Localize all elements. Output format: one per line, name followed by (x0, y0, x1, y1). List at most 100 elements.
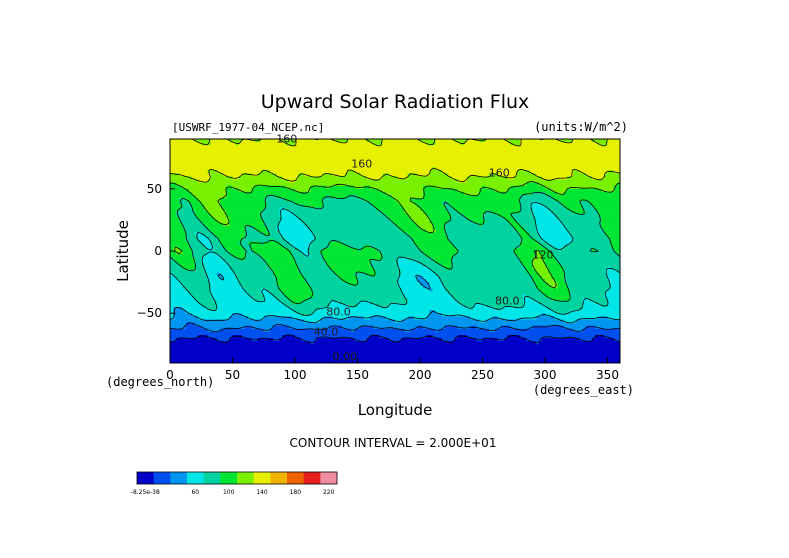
heatmap-cell (407, 229, 411, 233)
heatmap-cell (423, 226, 427, 230)
heatmap-cell (548, 219, 552, 224)
heatmap-cell (454, 232, 458, 236)
heatmap-cell (229, 216, 233, 221)
heatmap-cell (307, 170, 311, 174)
heatmap-cell (385, 201, 390, 205)
heatmap-cell (179, 238, 183, 243)
heatmap-cell (426, 210, 430, 215)
heatmap-cell (538, 226, 543, 230)
heatmap-cell (345, 142, 349, 146)
heatmap-cell (229, 241, 233, 246)
heatmap-cell (270, 167, 274, 171)
heatmap-cell (351, 201, 355, 205)
heatmap-cell (526, 142, 530, 146)
heatmap-cell (363, 185, 368, 190)
heatmap-cell (410, 213, 415, 218)
heatmap-cell (423, 157, 427, 162)
heatmap-cell (260, 195, 265, 199)
heatmap-cell (232, 142, 236, 146)
heatmap-cell (391, 201, 396, 205)
heatmap-cell (595, 176, 599, 180)
heatmap-cell (607, 142, 611, 146)
heatmap-cell (366, 160, 371, 165)
heatmap-cell (295, 204, 299, 208)
heatmap-cell (554, 185, 558, 190)
heatmap-cell (373, 229, 377, 233)
heatmap-cell (254, 201, 258, 205)
heatmap-cell (366, 229, 371, 233)
heatmap-cell (585, 173, 590, 177)
heatmap-cell (235, 210, 240, 215)
heatmap-cell (463, 154, 468, 159)
heatmap-cell (385, 204, 390, 208)
heatmap-cell (170, 182, 174, 187)
heatmap-cell (229, 195, 233, 199)
heatmap-cell (495, 167, 499, 171)
heatmap-cell (332, 151, 336, 155)
heatmap-cell (573, 216, 577, 221)
heatmap-cell (279, 235, 283, 239)
heatmap-cell (566, 195, 571, 199)
heatmap-cell (404, 195, 408, 199)
heatmap-cell (598, 235, 602, 239)
heatmap-cell (413, 244, 418, 249)
heatmap-cell (582, 241, 586, 246)
heatmap-cell (170, 238, 174, 243)
heatmap-cell (588, 173, 593, 177)
heatmap-cell (260, 182, 265, 187)
heatmap-cell (385, 226, 390, 230)
heatmap-cell (263, 148, 268, 152)
heatmap-cell (195, 148, 199, 152)
heatmap-cell (313, 139, 318, 143)
heatmap-cell (570, 167, 574, 171)
heatmap-cell (470, 173, 474, 177)
heatmap-cell (213, 229, 218, 233)
heatmap-cell (351, 210, 355, 215)
heatmap-cell (373, 207, 377, 211)
heatmap-cell (516, 139, 521, 143)
heatmap-cell (263, 232, 268, 236)
heatmap-cell (554, 160, 558, 165)
heatmap-cell (548, 139, 552, 143)
heatmap-cell (266, 154, 271, 159)
heatmap-cell (601, 145, 605, 149)
heatmap-cell (170, 173, 174, 177)
heatmap-cell (479, 195, 483, 199)
heatmap-cell (223, 145, 227, 149)
heatmap-cell (410, 216, 415, 221)
heatmap-cell (395, 160, 399, 165)
heatmap-cell (573, 182, 577, 187)
heatmap-cell (595, 210, 599, 215)
heatmap-cell (382, 142, 386, 146)
heatmap-cell (213, 195, 218, 199)
heatmap-cell (579, 204, 583, 208)
heatmap-cell (198, 170, 202, 174)
heatmap-cell (276, 232, 280, 236)
heatmap-cell (451, 213, 455, 218)
heatmap-cell (363, 241, 368, 246)
heatmap-cell (385, 198, 390, 202)
heatmap-cell (370, 207, 374, 211)
heatmap-cell (454, 173, 458, 177)
heatmap-cell (260, 216, 265, 221)
heatmap-cell (613, 154, 618, 159)
heatmap-cell (445, 139, 449, 143)
heatmap-cell (532, 145, 536, 149)
heatmap-cell (316, 163, 321, 168)
heatmap-cell (195, 173, 199, 177)
heatmap-cell (485, 235, 490, 239)
heatmap-cell (332, 145, 336, 149)
heatmap-cell (373, 216, 377, 221)
heatmap-cell (310, 176, 315, 180)
heatmap-cell (198, 238, 202, 243)
heatmap-cell (229, 191, 233, 196)
heatmap-cell (598, 163, 602, 168)
heatmap-cell (429, 160, 433, 165)
heatmap-cell (176, 232, 180, 236)
heatmap-cell (204, 223, 208, 227)
heatmap-cell (613, 157, 618, 162)
heatmap-cell (216, 235, 221, 239)
heatmap-cell (588, 191, 593, 196)
heatmap-cell (395, 154, 399, 159)
heatmap-cell (429, 185, 433, 190)
